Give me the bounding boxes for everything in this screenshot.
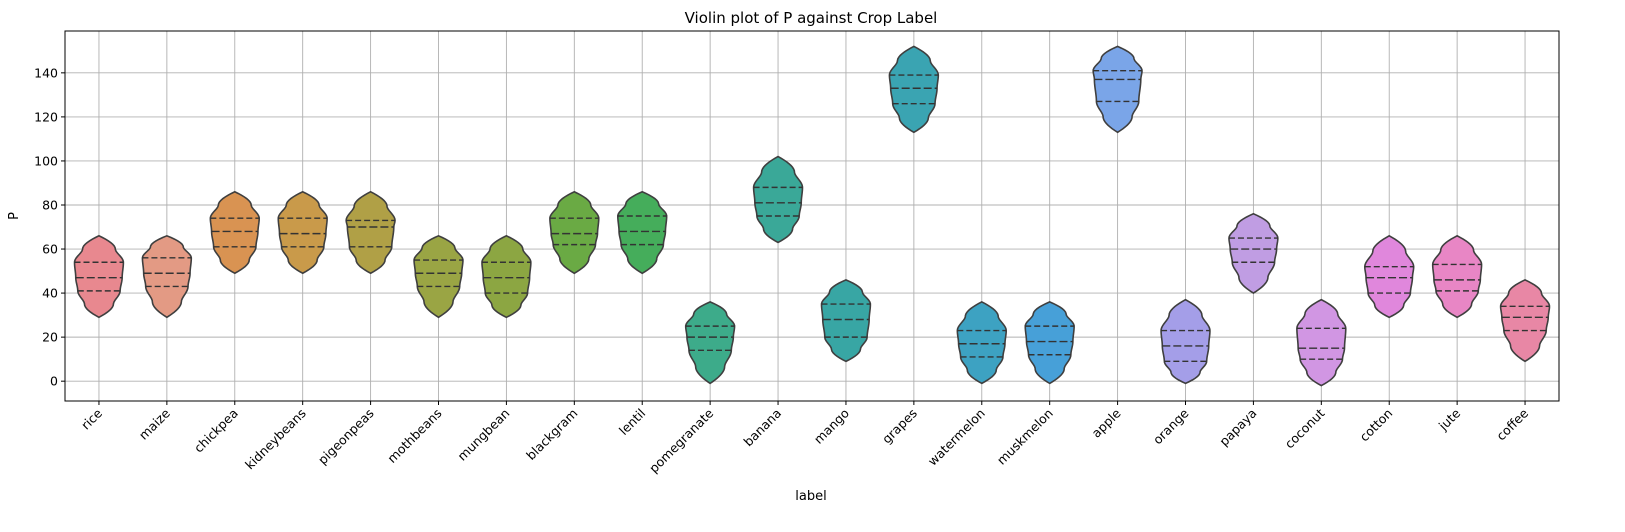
x-tick-label-apple: apple xyxy=(1089,405,1124,440)
violin-body xyxy=(345,190,396,275)
x-tick-label-coffee: coffee xyxy=(1493,405,1531,443)
violin-body xyxy=(1092,45,1143,134)
y-tick-label: 40 xyxy=(42,286,58,301)
violin-papaya xyxy=(1228,212,1279,295)
x-axis-label: label xyxy=(795,489,826,504)
violin-body xyxy=(209,190,261,275)
x-tick-label-cotton: cotton xyxy=(1357,406,1396,445)
violin-body xyxy=(413,234,464,319)
x-tick-label-mothbeans: mothbeans xyxy=(384,406,444,466)
violin-body xyxy=(888,45,940,134)
x-axis: rice maize chickpea kidneybeans pigeonpeas mo… xyxy=(78,401,1531,476)
x-tick-label-muskmelon: muskmelon xyxy=(994,406,1056,468)
violin-pigeonpeas xyxy=(345,190,396,275)
y-tick-label: 80 xyxy=(42,197,58,212)
violin-orange xyxy=(1160,298,1211,385)
violin-body xyxy=(820,278,872,363)
violin-banana xyxy=(752,155,804,244)
violin-coffee xyxy=(1499,278,1551,363)
x-tick-label-blackgram: blackgram xyxy=(523,406,580,463)
x-tick-label-papaya: papaya xyxy=(1216,406,1259,449)
x-tick-label-kidneybeans: kidneybeans xyxy=(242,406,309,473)
violin-body xyxy=(277,190,328,275)
violin-body xyxy=(1499,278,1551,363)
x-tick-label-grapes: grapes xyxy=(879,406,920,447)
violin-body xyxy=(73,234,125,319)
x-tick-label-mango: mango xyxy=(811,406,852,447)
violin-chickpea xyxy=(209,190,261,275)
violin-watermelon xyxy=(956,300,1008,385)
y-tick-label: 20 xyxy=(42,330,58,345)
violin-muskmelon xyxy=(1024,301,1075,385)
violin-pomegranate xyxy=(684,301,736,385)
violin-body xyxy=(141,234,193,319)
violin-mungbean xyxy=(481,234,532,319)
x-tick-label-pomegranate: pomegranate xyxy=(646,405,716,475)
x-tick-label-chickpea: chickpea xyxy=(191,406,241,456)
violin-mothbeans xyxy=(413,234,464,319)
y-tick-label: 60 xyxy=(42,242,58,257)
violin-cotton xyxy=(1363,234,1415,319)
violin-maize xyxy=(141,234,193,319)
x-tick-label-maize: maize xyxy=(136,405,173,442)
x-tick-label-orange: orange xyxy=(1150,405,1192,447)
violin-body xyxy=(1431,234,1483,319)
y-tick-label: 120 xyxy=(34,109,58,124)
x-tick-label-coconut: coconut xyxy=(1282,405,1328,451)
violin-lentil xyxy=(616,190,668,275)
violin-grapes xyxy=(888,45,940,134)
x-tick-label-lentil: lentil xyxy=(616,406,648,438)
violin-body xyxy=(1296,298,1347,387)
x-tick-label-watermelon: watermelon xyxy=(925,406,988,469)
violin-body xyxy=(1160,298,1211,385)
violin-blackgram xyxy=(549,190,600,275)
violin-body xyxy=(1228,212,1279,295)
x-tick-label-banana: banana xyxy=(740,406,784,450)
violin-rice xyxy=(73,234,125,319)
violin-body xyxy=(956,300,1008,385)
violin-body xyxy=(684,301,736,385)
violin-body xyxy=(481,234,532,319)
y-tick-label: 0 xyxy=(50,374,58,389)
y-tick-label: 140 xyxy=(34,65,58,80)
x-tick-label-rice: rice xyxy=(78,405,105,432)
violin-body xyxy=(752,155,804,244)
violin-body xyxy=(1024,301,1075,385)
violin-apple xyxy=(1092,45,1143,134)
x-tick-label-mungbean: mungbean xyxy=(454,406,512,464)
violins xyxy=(73,45,1551,387)
chart-title: Violin plot of P against Crop Label xyxy=(685,9,938,27)
violin-body xyxy=(616,190,668,275)
violin-kidneybeans xyxy=(277,190,328,275)
violin-coconut xyxy=(1296,298,1347,387)
x-tick-label-pigeonpeas: pigeonpeas xyxy=(315,406,377,468)
x-tick-label-jute: jute xyxy=(1435,405,1463,433)
y-axis: 0 20 40 60 80 100 120 140 xyxy=(34,65,65,389)
y-tick-label: 100 xyxy=(34,153,58,168)
violin-jute xyxy=(1431,234,1483,319)
violin-body xyxy=(549,190,600,275)
y-axis-label: P xyxy=(7,212,22,220)
plot-frame xyxy=(64,30,1560,402)
violin-mango xyxy=(820,278,872,363)
violin-body xyxy=(1363,234,1415,319)
